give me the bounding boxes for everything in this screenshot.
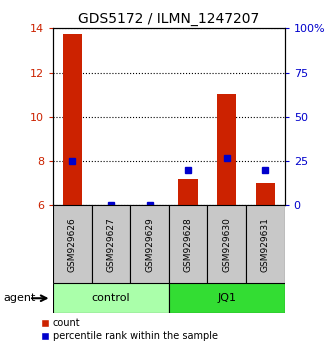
Text: agent: agent [3, 293, 36, 303]
Text: GSM929629: GSM929629 [145, 217, 154, 272]
Bar [53, 205, 92, 283]
Bar [169, 205, 208, 283]
Bar [178, 179, 198, 205]
Bar [246, 205, 285, 283]
Text: GSM929628: GSM929628 [184, 217, 193, 272]
Legend: count, percentile rank within the sample: count, percentile rank within the sample [41, 318, 218, 341]
Text: JQ1: JQ1 [217, 293, 236, 303]
Bar [63, 34, 82, 205]
Text: GSM929626: GSM929626 [68, 217, 77, 272]
Bar [208, 205, 246, 283]
Text: GSM929631: GSM929631 [261, 217, 270, 272]
Bar [53, 283, 169, 313]
Bar [92, 205, 130, 283]
Text: GSM929630: GSM929630 [222, 217, 231, 272]
Title: GDS5172 / ILMN_1247207: GDS5172 / ILMN_1247207 [78, 12, 260, 26]
Bar [256, 183, 275, 205]
Bar [169, 283, 285, 313]
Bar [217, 93, 236, 205]
Text: control: control [92, 293, 130, 303]
Bar [130, 205, 169, 283]
Text: GSM929627: GSM929627 [106, 217, 116, 272]
